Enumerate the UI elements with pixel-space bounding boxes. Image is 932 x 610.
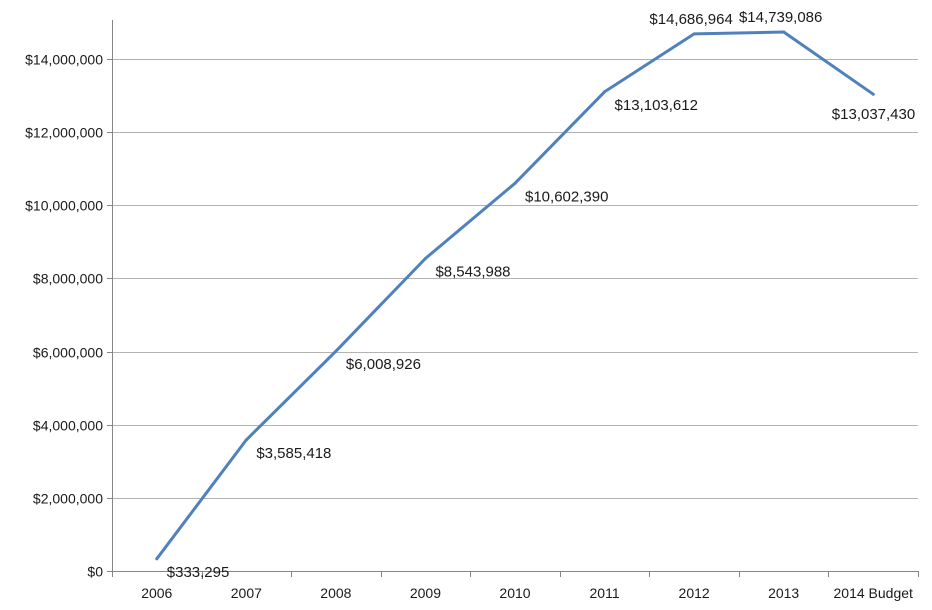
data-point	[423, 257, 427, 261]
y-tick-label: $10,000,000	[25, 198, 103, 214]
x-tick-label: 2013	[768, 585, 799, 601]
y-tick-label: $0	[87, 564, 103, 580]
data-point	[334, 349, 338, 353]
series	[155, 30, 875, 561]
data-point	[155, 557, 159, 561]
data-label: $13,037,430	[832, 106, 915, 123]
data-label: $10,602,390	[525, 188, 608, 205]
y-tick-label: $8,000,000	[33, 271, 103, 287]
data-point	[871, 92, 875, 96]
data-label: $13,103,612	[615, 97, 698, 114]
data-point	[244, 438, 248, 442]
data-label: $3,585,418	[256, 445, 331, 462]
axes	[107, 20, 919, 577]
y-tick-label: $14,000,000	[25, 52, 103, 68]
data-point	[603, 90, 607, 94]
data-label: $6,008,926	[346, 356, 421, 373]
x-tick-label: 2010	[499, 585, 530, 601]
x-tick-label: 2008	[320, 585, 351, 601]
data-label: $333,295	[167, 564, 230, 581]
y-tick-label: $4,000,000	[33, 418, 103, 434]
y-tick-label: $2,000,000	[33, 491, 103, 507]
y-tick-label: $6,000,000	[33, 345, 103, 361]
data-point	[782, 30, 786, 34]
data-point	[692, 32, 696, 36]
x-tick-label: 2014 Budget	[834, 585, 914, 601]
data-label: $14,686,964	[649, 11, 732, 28]
x-tick-label: 2011	[590, 585, 620, 601]
x-tick-label: 2007	[231, 585, 262, 601]
x-tick-label: 2012	[679, 585, 710, 601]
x-tick-label: 2006	[141, 585, 172, 601]
data-point	[513, 181, 517, 185]
data-labels: $333,295 $3,585,418 $6,008,926 $8,543,988 $1…	[167, 9, 915, 581]
x-tick-label: 2009	[410, 585, 441, 601]
series-line	[155, 30, 875, 561]
y-axis-tick-labels: $0 $2,000,000 $4,000,000 $6,000,000 $8,000,0…	[25, 52, 103, 580]
x-axis-tick-labels: 2006 2007 2008 2009 2010 2011 2012 2013 2014 Bud…	[141, 585, 913, 601]
y-tick-label: $12,000,000	[25, 125, 103, 141]
grid-lines	[112, 59, 918, 499]
data-label: $14,739,086	[739, 9, 822, 26]
data-label: $8,543,988	[435, 264, 510, 281]
